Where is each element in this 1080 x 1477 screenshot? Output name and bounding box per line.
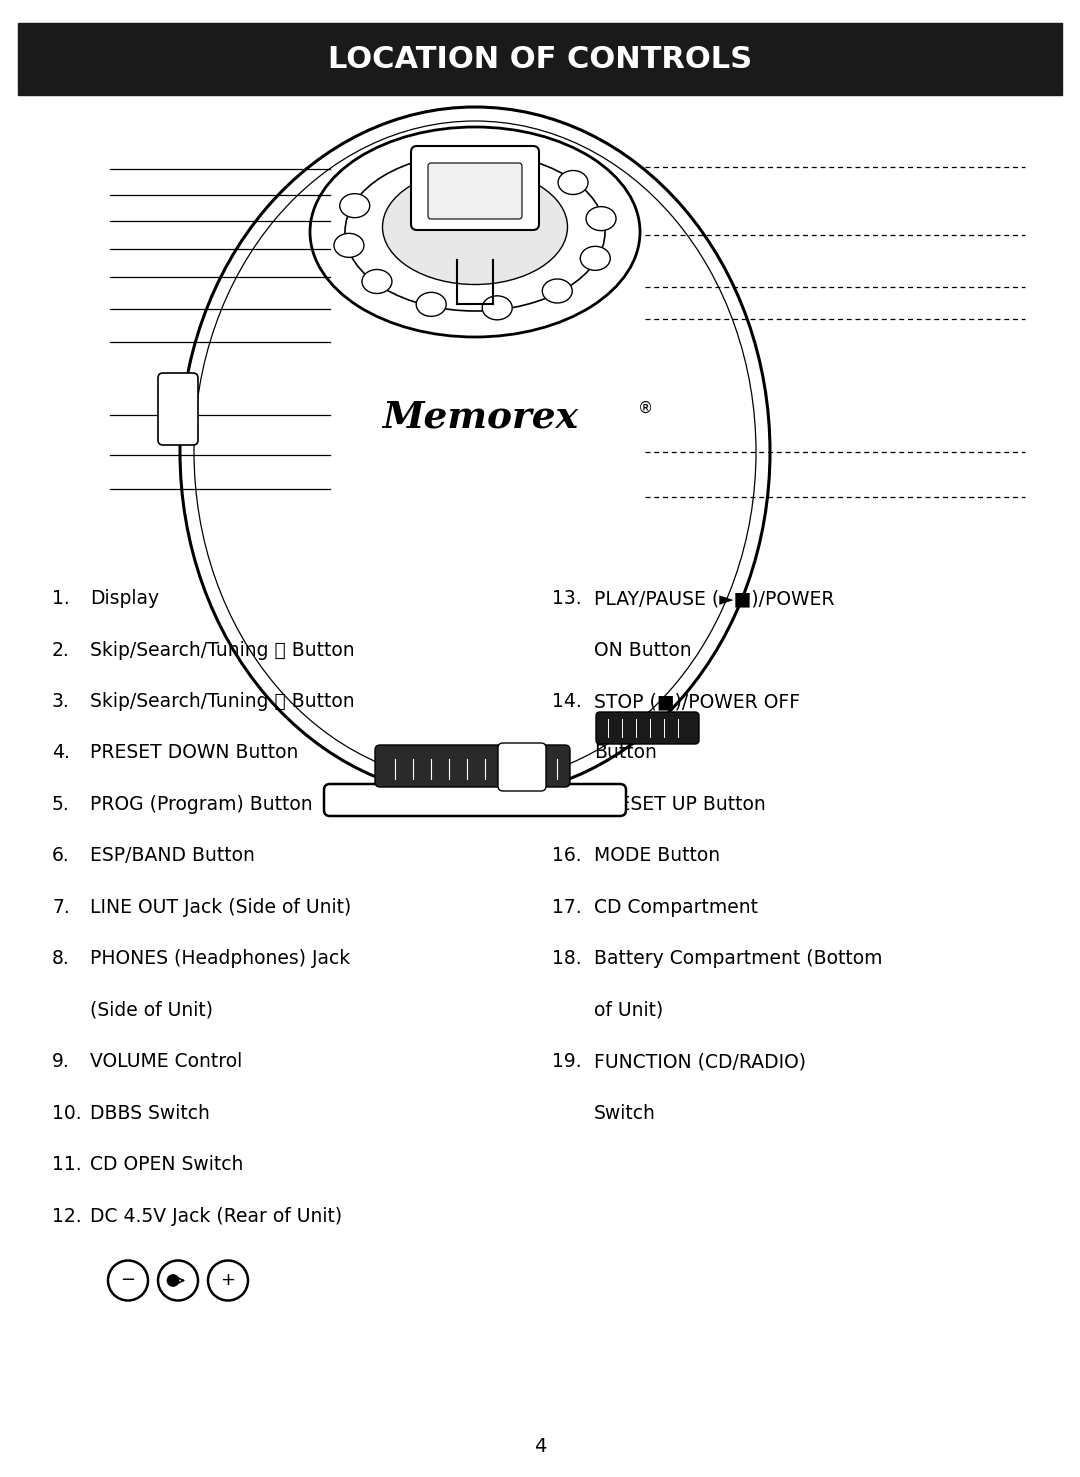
Ellipse shape bbox=[580, 247, 610, 270]
Text: Memorex: Memorex bbox=[382, 399, 578, 436]
FancyBboxPatch shape bbox=[375, 744, 570, 787]
Text: 3.: 3. bbox=[52, 693, 70, 710]
Ellipse shape bbox=[558, 170, 588, 195]
Ellipse shape bbox=[345, 154, 605, 312]
Ellipse shape bbox=[180, 106, 770, 798]
Text: +: + bbox=[220, 1272, 235, 1289]
Text: 11.: 11. bbox=[52, 1155, 82, 1174]
FancyBboxPatch shape bbox=[498, 743, 546, 792]
Text: −: − bbox=[121, 1272, 136, 1289]
Text: Display: Display bbox=[90, 589, 159, 609]
Text: 18.: 18. bbox=[552, 950, 582, 969]
Text: 19.: 19. bbox=[552, 1053, 582, 1071]
Ellipse shape bbox=[340, 193, 369, 217]
Text: 12.: 12. bbox=[52, 1207, 82, 1226]
Text: LOCATION OF CONTROLS: LOCATION OF CONTROLS bbox=[328, 44, 752, 74]
FancyBboxPatch shape bbox=[324, 784, 626, 815]
Text: 9.: 9. bbox=[52, 1053, 70, 1071]
Text: (Side of Unit): (Side of Unit) bbox=[90, 1001, 213, 1021]
Text: LINE OUT Jack (Side of Unit): LINE OUT Jack (Side of Unit) bbox=[90, 898, 351, 917]
Ellipse shape bbox=[542, 279, 572, 303]
Text: 5.: 5. bbox=[52, 795, 70, 814]
Ellipse shape bbox=[483, 295, 512, 321]
Text: 14.: 14. bbox=[552, 693, 582, 710]
Text: PLAY/PAUSE (►■)/POWER: PLAY/PAUSE (►■)/POWER bbox=[594, 589, 835, 609]
Text: DC 4.5V Jack (Rear of Unit): DC 4.5V Jack (Rear of Unit) bbox=[90, 1207, 342, 1226]
Text: DBBS Switch: DBBS Switch bbox=[90, 1103, 210, 1123]
Circle shape bbox=[167, 1275, 179, 1286]
Text: 13.: 13. bbox=[552, 589, 582, 609]
Text: CD OPEN Switch: CD OPEN Switch bbox=[90, 1155, 243, 1174]
Ellipse shape bbox=[362, 269, 392, 294]
Ellipse shape bbox=[310, 127, 640, 337]
Text: PRESET DOWN Button: PRESET DOWN Button bbox=[90, 743, 298, 762]
Text: ESP/BAND Button: ESP/BAND Button bbox=[90, 846, 255, 866]
Text: ®: ® bbox=[637, 400, 652, 415]
Text: 6.: 6. bbox=[52, 846, 70, 866]
Ellipse shape bbox=[416, 292, 446, 316]
FancyBboxPatch shape bbox=[158, 374, 198, 445]
Text: 4: 4 bbox=[534, 1437, 546, 1456]
Text: VOLUME Control: VOLUME Control bbox=[90, 1053, 242, 1071]
Text: PROG (Program) Button: PROG (Program) Button bbox=[90, 795, 312, 814]
Ellipse shape bbox=[586, 207, 616, 230]
Text: PRESET UP Button: PRESET UP Button bbox=[594, 795, 766, 814]
Text: 2.: 2. bbox=[52, 641, 70, 660]
Text: 17.: 17. bbox=[552, 898, 582, 917]
Text: Battery Compartment (Bottom: Battery Compartment (Bottom bbox=[594, 950, 882, 969]
FancyBboxPatch shape bbox=[428, 162, 522, 219]
Text: Skip/Search/Tuning ⏭ Button: Skip/Search/Tuning ⏭ Button bbox=[90, 641, 354, 660]
Text: 15.: 15. bbox=[552, 795, 582, 814]
Ellipse shape bbox=[334, 233, 364, 257]
Bar bbox=[18, 24, 1062, 95]
Text: Switch: Switch bbox=[594, 1103, 656, 1123]
Text: Button: Button bbox=[594, 743, 657, 762]
Text: 16.: 16. bbox=[552, 846, 582, 866]
Text: PHONES (Headphones) Jack: PHONES (Headphones) Jack bbox=[90, 950, 350, 969]
Text: 8.: 8. bbox=[52, 950, 70, 969]
Text: 10.: 10. bbox=[52, 1103, 82, 1123]
Text: FUNCTION (CD/RADIO): FUNCTION (CD/RADIO) bbox=[594, 1053, 806, 1071]
Text: CD Compartment: CD Compartment bbox=[594, 898, 758, 917]
Ellipse shape bbox=[382, 170, 567, 285]
Text: 7.: 7. bbox=[52, 898, 70, 917]
Text: 4.: 4. bbox=[52, 743, 70, 762]
Text: ON Button: ON Button bbox=[594, 641, 691, 660]
Text: MODE Button: MODE Button bbox=[594, 846, 720, 866]
Text: 1.: 1. bbox=[52, 589, 70, 609]
Text: STOP (■)/POWER OFF: STOP (■)/POWER OFF bbox=[594, 693, 800, 710]
FancyBboxPatch shape bbox=[596, 712, 699, 744]
Text: Skip/Search/Tuning ⏮ Button: Skip/Search/Tuning ⏮ Button bbox=[90, 693, 354, 710]
Text: of Unit): of Unit) bbox=[594, 1001, 663, 1021]
FancyBboxPatch shape bbox=[411, 146, 539, 230]
